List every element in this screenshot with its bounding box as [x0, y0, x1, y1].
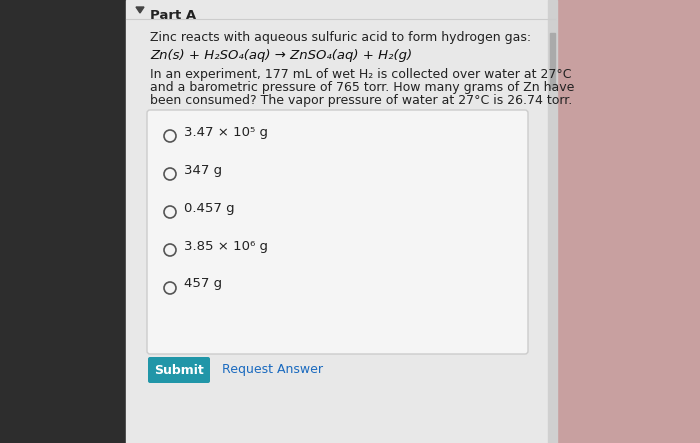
Text: and a barometric pressure of 765 torr. How many grams of Zn have: and a barometric pressure of 765 torr. H… [150, 81, 575, 94]
Text: In an experiment, 177 mL of wet H₂ is collected over water at 27°C: In an experiment, 177 mL of wet H₂ is co… [150, 68, 571, 81]
Bar [548, 0, 557, 443]
Text: Zn(s) + H₂SO₄(aq) → ZnSO₄(aq) + H₂(g): Zn(s) + H₂SO₄(aq) → ZnSO₄(aq) + H₂(g) [150, 49, 412, 62]
Bar [550, 33, 555, 88]
Bar [0, 0, 126, 443]
Text: 0.457 g: 0.457 g [184, 202, 234, 214]
Text: Part A: Part A [150, 9, 196, 22]
FancyBboxPatch shape [148, 357, 210, 383]
Bar [555, 0, 700, 443]
Text: Zinc reacts with aqueous sulfuric acid to form hydrogen gas:: Zinc reacts with aqueous sulfuric acid t… [150, 31, 531, 44]
Bar [126, 0, 555, 443]
FancyBboxPatch shape [147, 110, 528, 354]
Text: 347 g: 347 g [184, 163, 222, 176]
Text: been consumed? The vapor pressure of water at 27°C is 26.74 torr.: been consumed? The vapor pressure of wat… [150, 94, 573, 107]
Text: 3.47 × 10⁵ g: 3.47 × 10⁵ g [184, 125, 268, 139]
Text: 457 g: 457 g [184, 277, 222, 291]
Polygon shape [136, 7, 144, 13]
Text: 3.85 × 10⁶ g: 3.85 × 10⁶ g [184, 240, 268, 253]
Text: Request Answer: Request Answer [222, 364, 323, 377]
Text: Submit: Submit [154, 364, 204, 377]
